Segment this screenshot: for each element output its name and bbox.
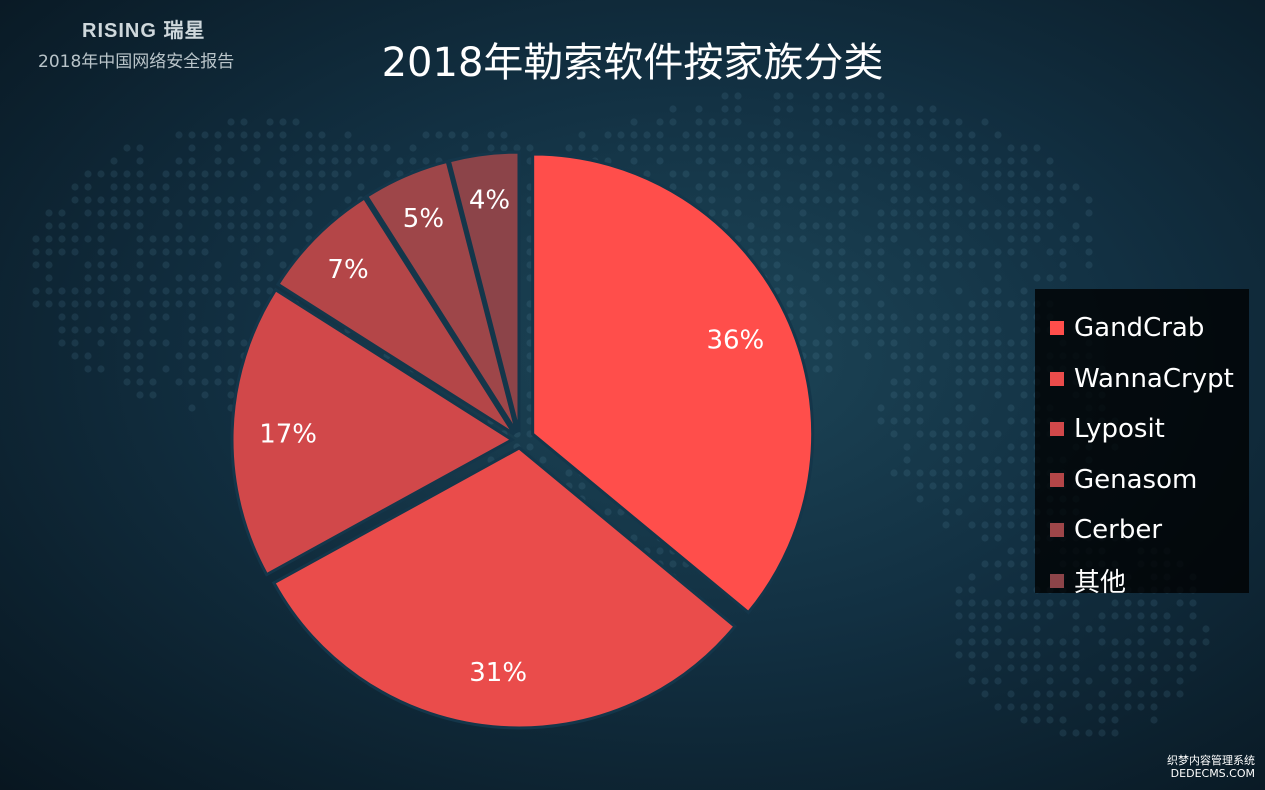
legend-item-4: Cerber [1035, 505, 1249, 556]
legend-swatch-0 [1050, 321, 1064, 336]
pie-label-1: 31% [469, 658, 527, 688]
rising-logo: RISING 瑞星 [82, 20, 206, 42]
legend-label-1: WannaCrypt [1074, 363, 1234, 394]
watermark: 织梦内容管理系统 DEDECMS.COM [1167, 754, 1255, 780]
pie-slice-4 [364, 159, 519, 434]
legend-swatch-5 [1050, 573, 1064, 588]
legend-label-3: Genasom [1074, 464, 1198, 495]
pie-label-0: 36% [706, 326, 764, 356]
watermark-line2: DEDECMS.COM [1170, 767, 1255, 780]
watermark-line1: 织梦内容管理系统 [1167, 754, 1255, 767]
legend-swatch-3 [1050, 472, 1064, 487]
brand-block: RISING 瑞星 2018年中国网络安全报告 [38, 14, 234, 72]
chart-legend: GandCrab WannaCrypt Lyposit Genasom Cerber 其他 [1035, 289, 1249, 598]
legend-item-2: Lyposit [1035, 404, 1249, 455]
pie-slice-3 [275, 195, 516, 436]
pie-slice-1 [271, 446, 738, 730]
legend-swatch-1 [1050, 371, 1064, 386]
legend-swatch-2 [1050, 422, 1064, 437]
report-subtitle: 2018年中国网络安全报告 [38, 52, 235, 72]
pie-label-4: 5% [403, 204, 444, 234]
pie-slice-0 [531, 152, 815, 615]
legend-swatch-4 [1050, 523, 1064, 538]
pie-label-5: 4% [469, 186, 510, 216]
pie-slice-2 [230, 287, 515, 577]
legend-label-0: GandCrab [1074, 313, 1205, 344]
legend-item-0: GandCrab [1035, 303, 1249, 354]
legend-label-5: 其他 [1074, 568, 1127, 599]
pie-label-3: 7% [327, 255, 368, 285]
legend-item-3: Genasom [1035, 455, 1249, 506]
legend-label-4: Cerber [1074, 515, 1163, 546]
legend-label-2: Lyposit [1074, 414, 1165, 445]
legend-item-1: WannaCrypt [1035, 354, 1249, 405]
pie-slice-5 [447, 150, 521, 433]
pie-label-2: 17% [259, 420, 317, 450]
chart-title: 2018年勒索软件按家族分类 [381, 40, 884, 86]
legend-item-5: 其他 [1035, 556, 1249, 607]
